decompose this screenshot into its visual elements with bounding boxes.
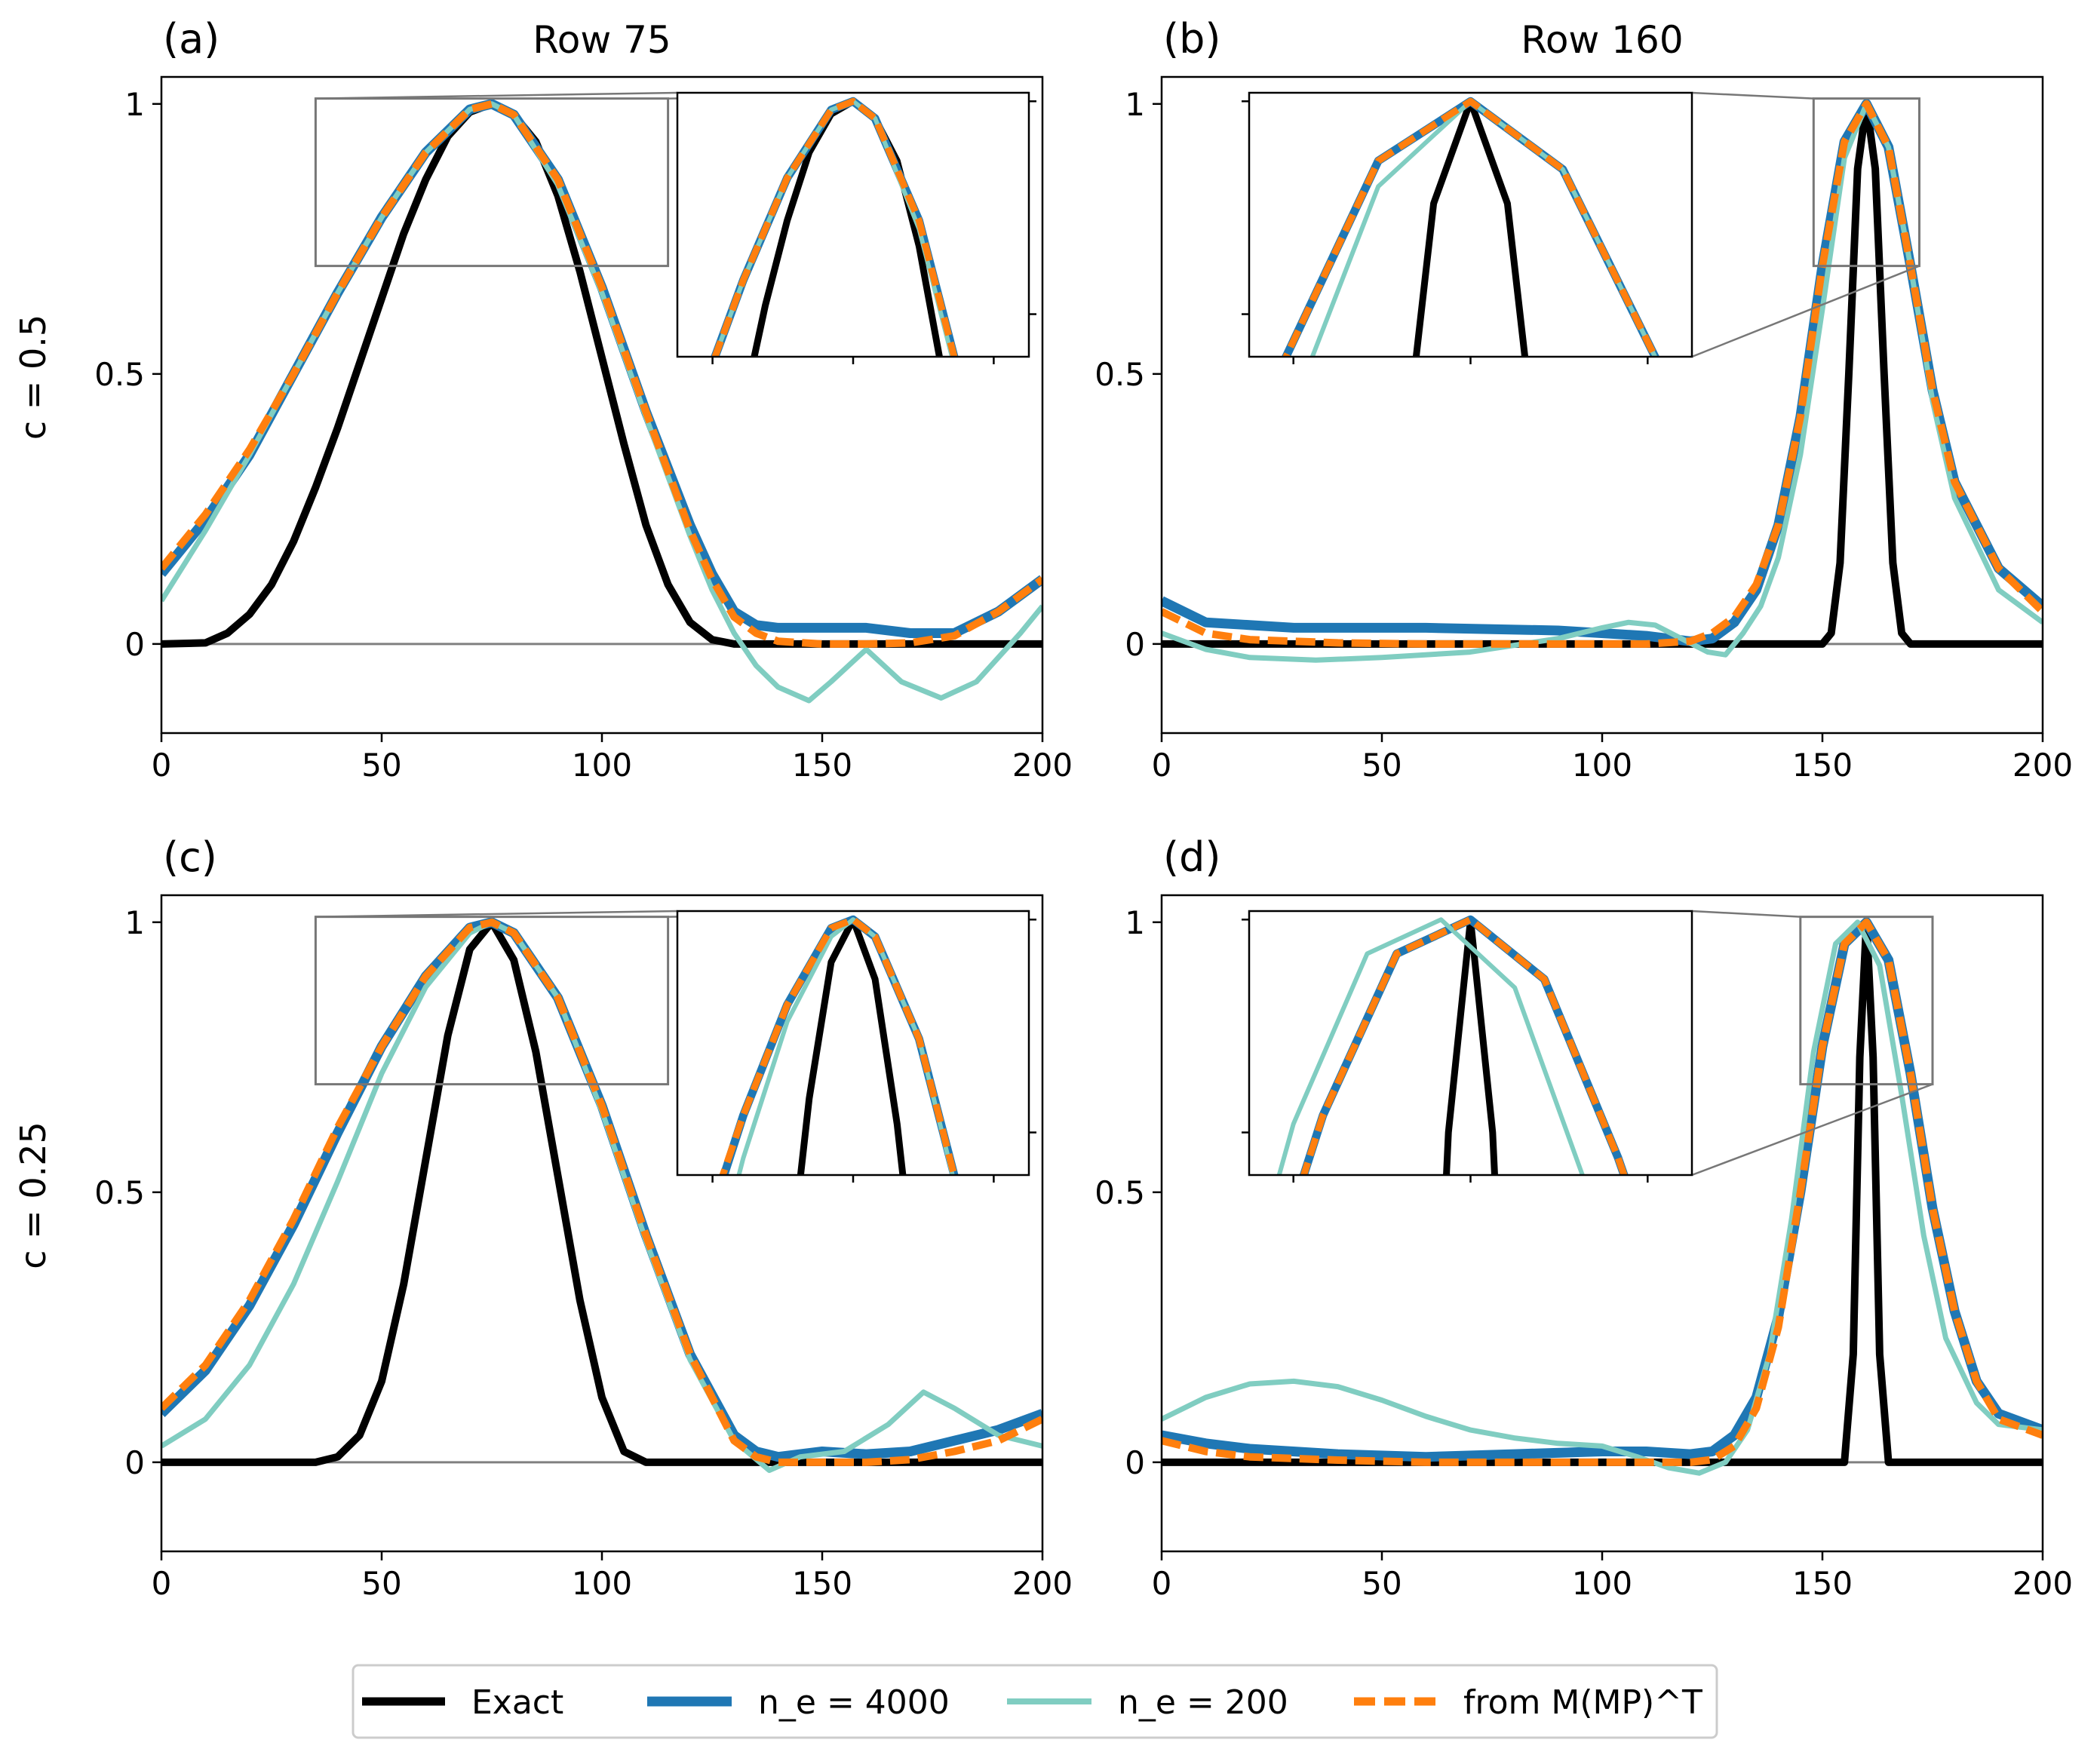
zoom-connector [315, 910, 678, 918]
x-tick-label: 150 [1792, 1565, 1853, 1602]
inset-series-line-exact [1412, 97, 1529, 357]
y-tick-label: 0 [124, 1444, 145, 1481]
x-tick-label: 100 [1572, 1565, 1632, 1602]
x-tick-label: 0 [152, 1565, 172, 1602]
y-tick-label: 0.5 [1095, 1174, 1145, 1211]
inset-series-line-exact [1443, 916, 1498, 1175]
legend: Exact n_e = 4000 n_e = 200 from M(MP)^T [352, 1664, 1718, 1739]
series-line-mmp [1162, 918, 2043, 1466]
y-tick-label: 1 [1125, 904, 1145, 941]
y-tick-label: 1 [124, 86, 145, 123]
panel-1: 0 50 100 150 200 0 0.5 1 (b) Row 160 [1095, 15, 2073, 784]
panel-title: Row 75 [533, 18, 671, 62]
zoom-region [314, 97, 670, 268]
row-label-top: c = 0.5 [13, 314, 54, 440]
panel-title: Row 160 [1521, 18, 1683, 62]
legend-label-mmp: from M(MP)^T [1463, 1683, 1702, 1722]
x-tick-label: 100 [572, 747, 632, 784]
inset-axes [676, 91, 1036, 364]
y-tick-label: 0.5 [1095, 356, 1145, 393]
series-line-mmp [1162, 100, 2043, 648]
x-tick-label: 0 [152, 747, 172, 784]
inset-axes [676, 910, 1036, 1183]
y-tick-label: 0 [1125, 626, 1145, 663]
inset-series-line-exact [797, 916, 907, 1175]
series-line-mmp [161, 100, 1042, 648]
zoom-connector [1691, 91, 1814, 100]
zoom-region [1799, 916, 1934, 1086]
y-tick-label: 0 [1125, 1444, 1145, 1481]
panel-3: 0 50 100 150 200 0 0.5 1 (d) [1095, 833, 2073, 1602]
inset-axes [1242, 91, 1693, 364]
zoom-connector [315, 91, 678, 100]
series-line-exact [161, 918, 1042, 1466]
series-line-exact [1162, 100, 2043, 648]
y-tick-label: 1 [124, 904, 145, 941]
series-line-exact [1162, 918, 2043, 1466]
series-line-ne200 [1162, 919, 2043, 1476]
zoom-connector [1691, 265, 1920, 358]
panel-label: (a) [163, 15, 220, 63]
zoom-connector [1691, 1083, 1933, 1177]
x-tick-label: 200 [1012, 1565, 1073, 1602]
zoom-region [1812, 97, 1920, 268]
x-tick-label: 150 [792, 747, 852, 784]
x-tick-label: 100 [572, 1565, 632, 1602]
zoom-connector [1691, 910, 1801, 918]
x-tick-label: 200 [2012, 1565, 2073, 1602]
x-tick-label: 200 [1012, 747, 1073, 784]
panel-label: (d) [1163, 833, 1220, 881]
x-tick-label: 50 [361, 747, 401, 784]
x-tick-label: 200 [2012, 747, 2073, 784]
y-tick-label: 0 [124, 626, 145, 663]
panel-label: (c) [163, 833, 217, 881]
zoom-region [314, 916, 670, 1086]
y-tick-label: 0.5 [94, 356, 145, 393]
x-tick-label: 50 [1362, 1565, 1402, 1602]
x-tick-label: 50 [1362, 747, 1402, 784]
x-tick-label: 150 [792, 1565, 852, 1602]
series-line-mmp [161, 918, 1042, 1466]
x-tick-label: 50 [361, 1565, 401, 1602]
row-label-bottom: c = 0.25 [13, 1121, 54, 1269]
panel-0: 0 50 100 150 200 0 0.5 1 (a) Row 75 [94, 15, 1073, 784]
x-tick-label: 100 [1572, 747, 1632, 784]
x-tick-label: 0 [1152, 1565, 1172, 1602]
legend-label-exact: Exact [471, 1683, 563, 1722]
panel-label: (b) [1163, 15, 1220, 63]
panel-2: 0 50 100 150 200 0 0.5 1 (c) [94, 833, 1073, 1602]
y-tick-label: 1 [1125, 86, 1145, 123]
x-tick-label: 150 [1792, 747, 1853, 784]
legend-label-ne200: n_e = 200 [1118, 1683, 1288, 1722]
y-tick-label: 0.5 [94, 1174, 145, 1211]
x-tick-label: 0 [1152, 747, 1172, 784]
legend-label-ne4000: n_e = 4000 [758, 1683, 950, 1722]
inset-axes [1242, 910, 1693, 1183]
